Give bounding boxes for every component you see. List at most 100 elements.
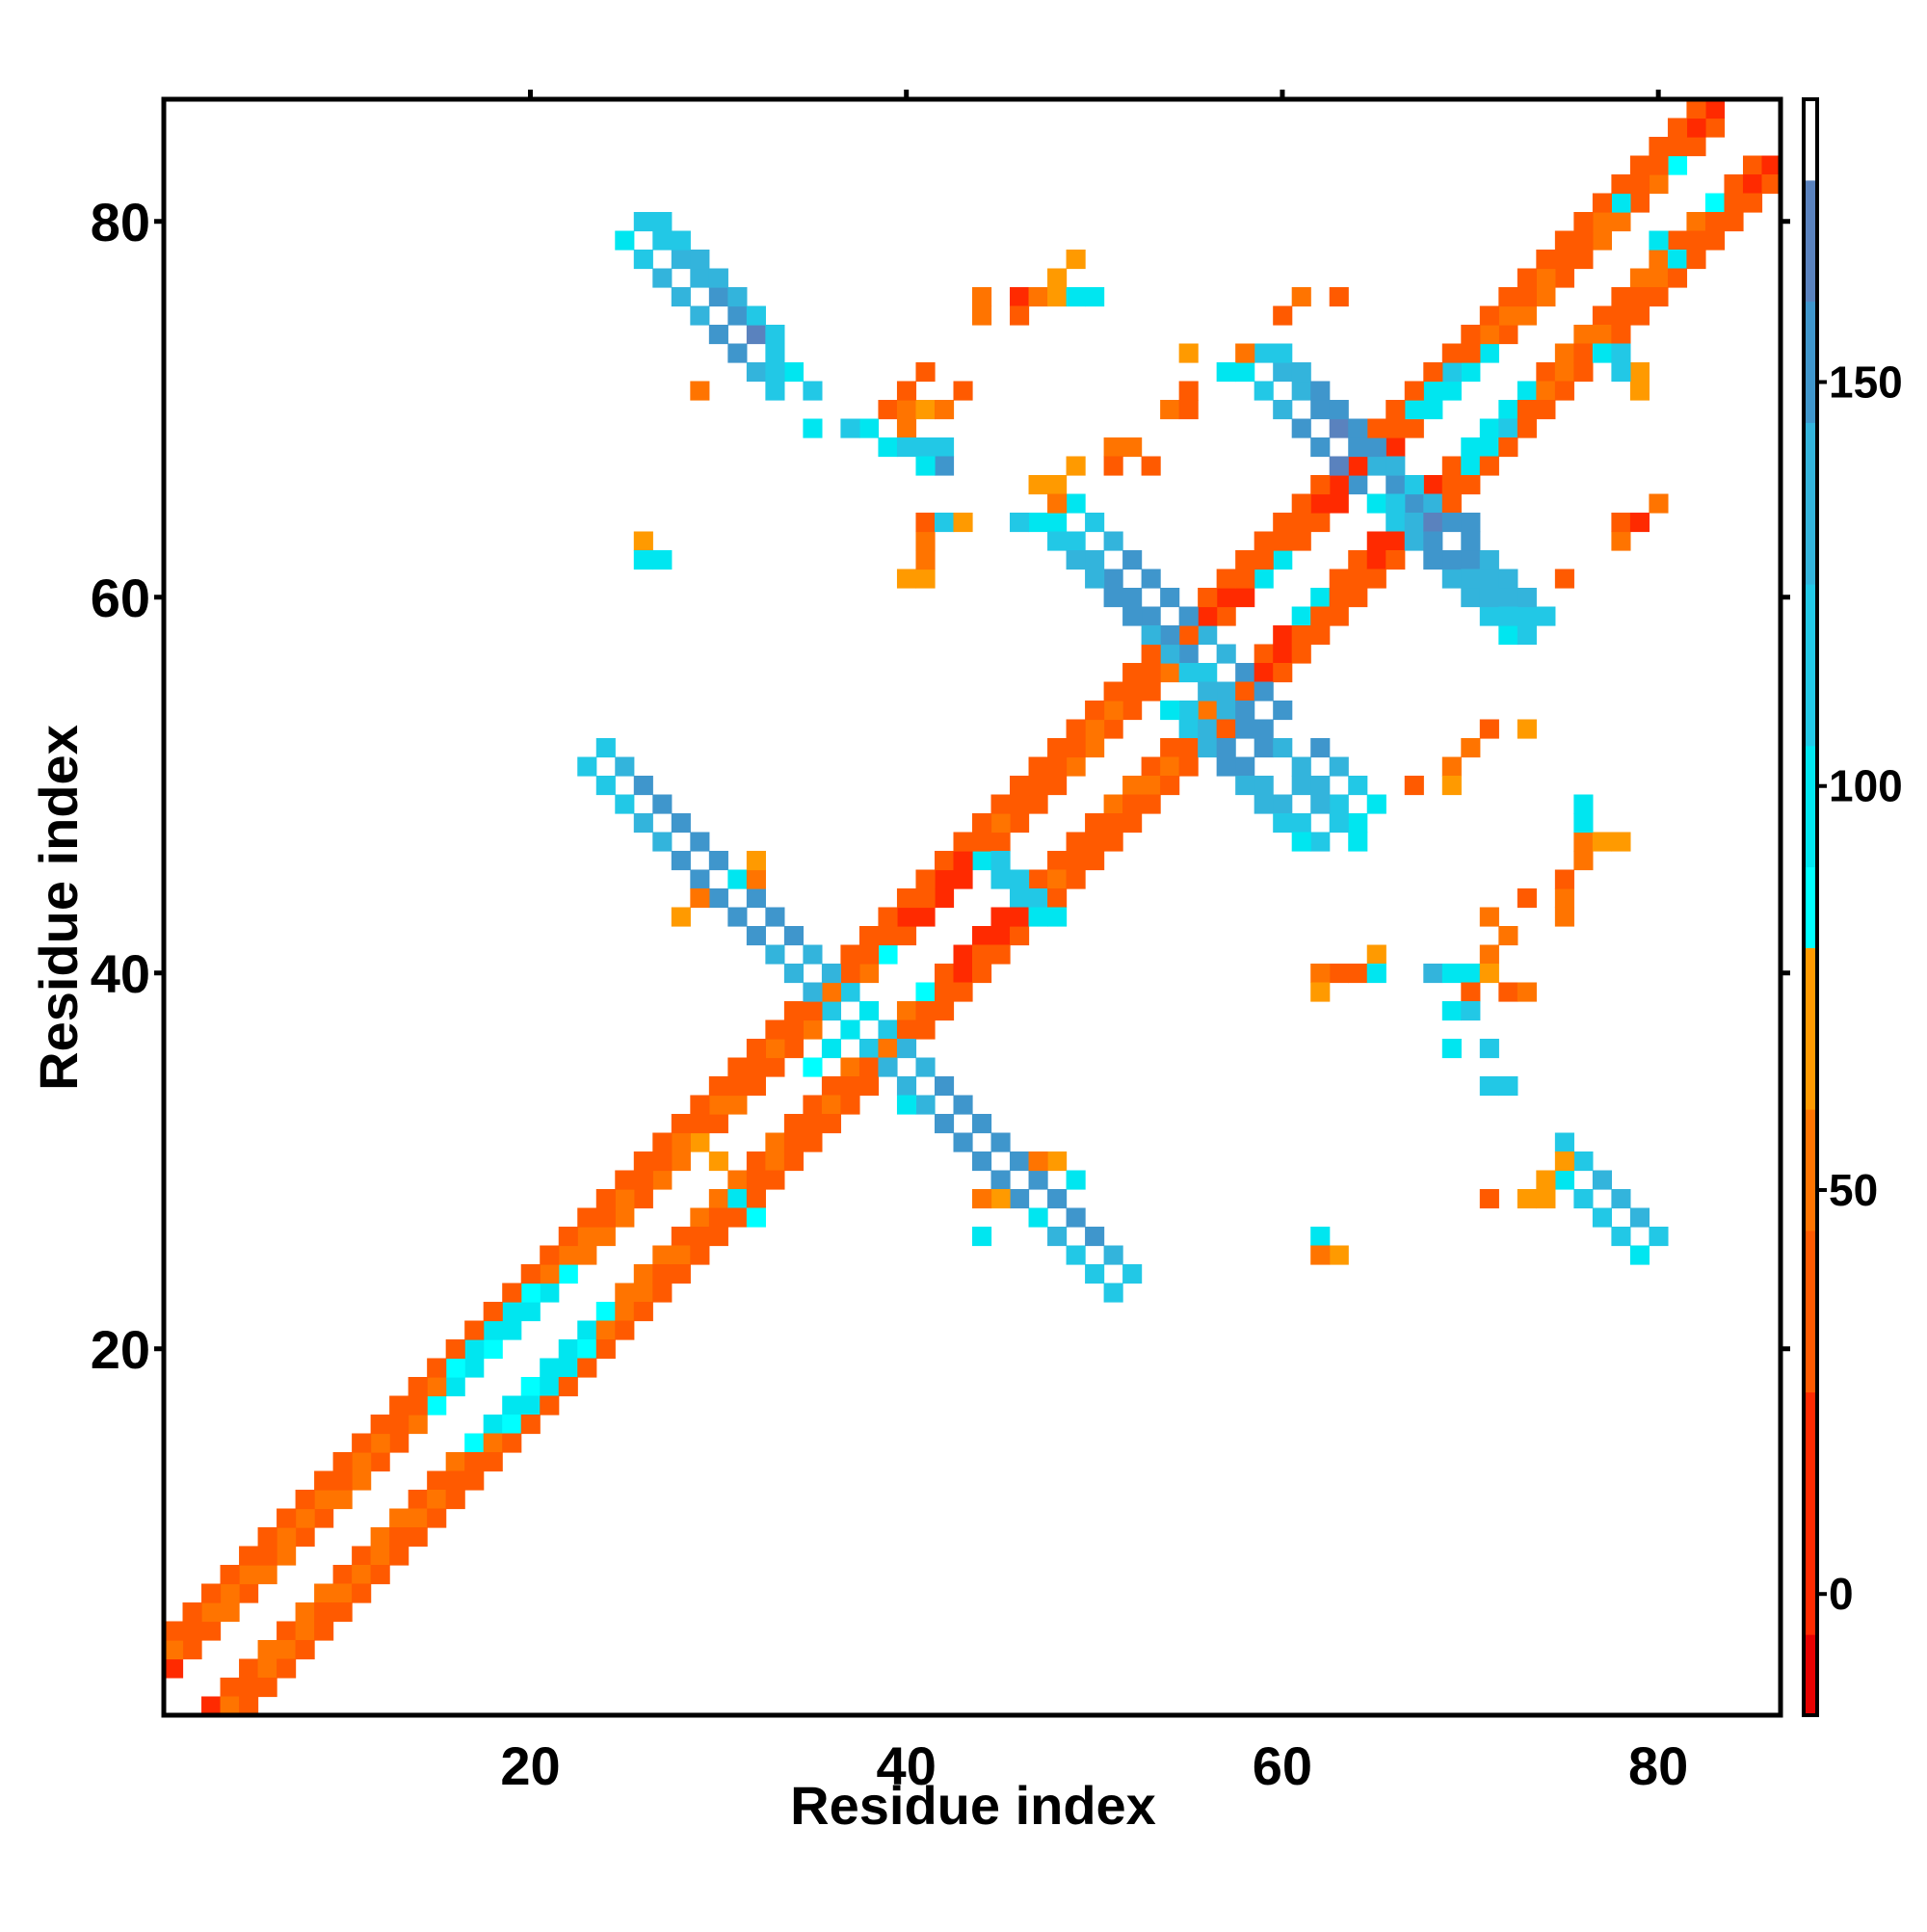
- heatmap-cell: [1254, 569, 1274, 589]
- heatmap-cell: [1498, 926, 1518, 946]
- heatmap-cell: [1441, 362, 1462, 383]
- heatmap-cell: [1667, 137, 1688, 157]
- heatmap-cell: [1554, 1170, 1574, 1190]
- heatmap-cell: [1686, 137, 1706, 157]
- heatmap-cell: [1291, 493, 1311, 514]
- heatmap-cell: [1085, 550, 1105, 570]
- heatmap-cell: [1742, 193, 1763, 213]
- heatmap-cell: [1273, 531, 1293, 551]
- heatmap-cell: [746, 1207, 766, 1228]
- heatmap-cell: [427, 1470, 447, 1491]
- colorbar-band: [1804, 584, 1817, 747]
- heatmap-cell: [295, 1490, 315, 1510]
- heatmap-cell: [840, 944, 860, 965]
- heatmap-cell: [1348, 964, 1368, 984]
- heatmap-cell: [708, 888, 728, 909]
- heatmap-cell: [1273, 400, 1293, 420]
- heatmap-cell: [1517, 588, 1537, 608]
- heatmap-cell: [727, 343, 748, 363]
- heatmap-cell: [1010, 794, 1030, 814]
- heatmap-cell: [1573, 325, 1594, 345]
- heatmap-cell: [1010, 1151, 1030, 1172]
- heatmap-cell: [1366, 569, 1386, 589]
- heatmap-cell: [990, 1189, 1011, 1209]
- heatmap-cell: [1573, 250, 1594, 270]
- heatmap-cell: [633, 1189, 653, 1209]
- heatmap-cell: [953, 513, 973, 533]
- heatmap-cell: [1310, 381, 1331, 401]
- heatmap-cell: [652, 1170, 673, 1190]
- heatmap-cell: [595, 1207, 616, 1228]
- heatmap-cell: [1216, 738, 1236, 758]
- heatmap-cell: [1047, 493, 1068, 514]
- heatmap-cell: [1724, 174, 1744, 195]
- heatmap-cell: [934, 1114, 955, 1134]
- heatmap-cell: [727, 869, 748, 889]
- heatmap-cell: [1423, 531, 1443, 551]
- heatmap-cell: [595, 1320, 616, 1340]
- heatmap-cell: [502, 1395, 522, 1416]
- heatmap-cell: [1103, 719, 1123, 739]
- heatmap-cell: [765, 1039, 785, 1059]
- heatmap-cell: [1047, 475, 1068, 495]
- heatmap-cell: [1103, 569, 1123, 589]
- heatmap-cell: [858, 1076, 880, 1097]
- heatmap-cell: [1479, 944, 1499, 965]
- heatmap-cell: [408, 1527, 428, 1548]
- heatmap-cell: [1329, 493, 1349, 514]
- heatmap-cell: [1085, 513, 1105, 533]
- heatmap-cell: [821, 1039, 842, 1059]
- heatmap-cell: [502, 1433, 522, 1453]
- heatmap-cell: [1103, 1245, 1123, 1265]
- heatmap-cell: [896, 569, 917, 589]
- heatmap-cell: [1592, 212, 1612, 232]
- heatmap-cell: [671, 1114, 691, 1134]
- x-tick-label: 80: [1628, 1735, 1688, 1796]
- heatmap-cell: [840, 1057, 860, 1077]
- heatmap-cell: [1441, 756, 1462, 777]
- heatmap-cell: [934, 888, 955, 909]
- heatmap-cell: [1461, 982, 1481, 1002]
- heatmap-cell: [878, 944, 898, 965]
- heatmap-cell: [1310, 738, 1331, 758]
- heatmap-cell: [1441, 475, 1462, 495]
- heatmap-cell: [558, 1377, 578, 1397]
- heatmap-cell: [652, 1283, 673, 1303]
- heatmap-cell: [1348, 550, 1368, 570]
- heatmap-cell: [1573, 212, 1594, 232]
- heatmap-cell: [483, 1320, 503, 1340]
- heatmap-cell: [1461, 738, 1481, 758]
- heatmap-cell: [1103, 456, 1123, 476]
- heatmap-cell: [1178, 738, 1199, 758]
- heatmap-cell: [858, 964, 880, 984]
- heatmap-cell: [746, 869, 766, 889]
- heatmap-cell: [445, 1490, 465, 1510]
- heatmap-cell: [896, 1076, 917, 1097]
- heatmap-cell: [690, 1207, 710, 1228]
- heatmap-cell: [690, 888, 710, 909]
- heatmap-cell: [1066, 456, 1086, 476]
- heatmap-cell: [370, 1527, 390, 1548]
- heatmap-cell: [595, 738, 616, 758]
- heatmap-cell: [389, 1433, 409, 1453]
- heatmap-cell: [1254, 531, 1274, 551]
- heatmap-cell: [1366, 493, 1386, 514]
- heatmap-cell: [257, 1658, 277, 1679]
- heatmap-cell: [765, 325, 785, 345]
- heatmap-cell: [1329, 456, 1349, 476]
- heatmap-cell: [1554, 343, 1574, 363]
- heatmap-cell: [915, 869, 936, 889]
- heatmap-cell: [1329, 588, 1349, 608]
- heatmap-cell: [1611, 343, 1631, 363]
- heatmap-cell: [1536, 606, 1556, 626]
- heatmap-cell: [1536, 268, 1556, 288]
- heatmap-cell: [595, 1189, 616, 1209]
- heatmap-cell: [1404, 531, 1424, 551]
- heatmap-cell: [1611, 212, 1631, 232]
- heatmap-cell: [1122, 437, 1143, 458]
- heatmap-cell: [915, 1001, 936, 1021]
- heatmap-cell: [1178, 625, 1199, 646]
- heatmap-cell: [483, 1302, 503, 1322]
- heatmap-cell: [1404, 400, 1424, 420]
